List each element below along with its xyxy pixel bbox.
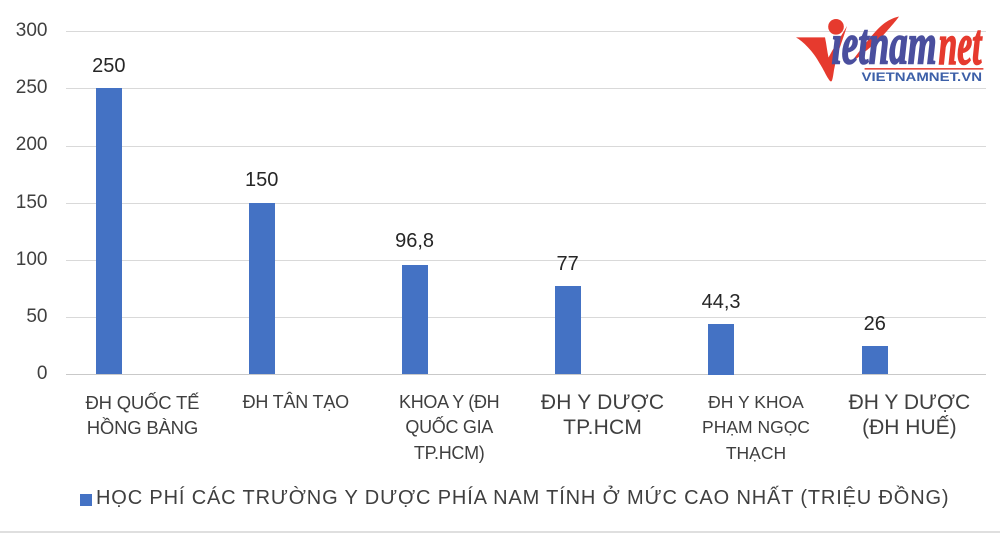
- svg-text:net: net: [939, 14, 983, 78]
- svg-text:ıetnam: ıetnam: [832, 12, 937, 76]
- svg-text:VIETNAMNET.VN: VIETNAMNET.VN: [862, 70, 983, 84]
